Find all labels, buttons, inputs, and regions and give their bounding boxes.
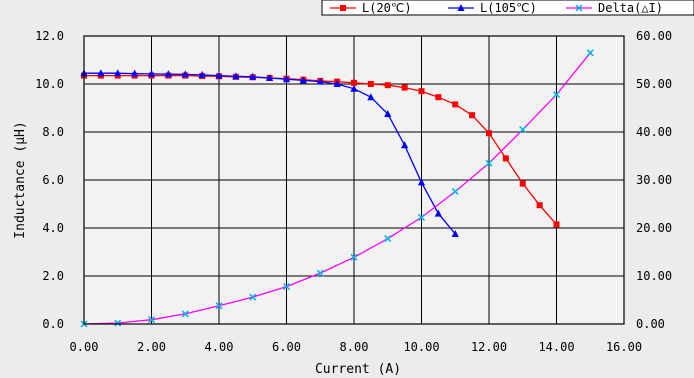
x-tick-label: 6.00 xyxy=(272,340,301,354)
data-point xyxy=(434,209,442,217)
data-point xyxy=(502,155,509,162)
x-tick-label: 2.00 xyxy=(137,340,166,354)
series-line xyxy=(83,52,591,325)
data-point xyxy=(367,93,375,101)
y-left-tick-label: 4.0 xyxy=(42,221,64,235)
data-point xyxy=(586,49,594,57)
data-point xyxy=(215,71,223,79)
legend-entry: L(105℃) xyxy=(480,1,537,15)
data-point xyxy=(384,110,392,117)
data-point xyxy=(418,88,425,95)
data-point xyxy=(351,79,357,86)
data-point xyxy=(519,126,527,134)
axes: 0.00 2.00 4.00 6.00 8.00 10.00 12.00 14.00 16.00… xyxy=(35,29,672,354)
data-point xyxy=(249,293,257,301)
data-point xyxy=(536,202,543,209)
data-point xyxy=(486,130,492,137)
data-point xyxy=(401,141,409,149)
legend-marker xyxy=(340,5,346,11)
x-tick-label: 4.00 xyxy=(205,340,234,354)
legend-entry: L(20℃) xyxy=(362,1,412,15)
y-axis-title: Inductance (μH) xyxy=(13,121,28,238)
data-point xyxy=(417,213,426,221)
series-layer xyxy=(80,49,594,328)
data-point xyxy=(282,283,291,291)
data-point xyxy=(198,70,206,78)
plot-frame xyxy=(83,35,625,325)
data-point xyxy=(97,69,105,77)
y-right-tick-label: 20.00 xyxy=(636,221,672,235)
legend: L(20℃) L(105℃) Delta(△I) xyxy=(321,0,694,16)
data-point xyxy=(451,230,459,237)
data-point xyxy=(350,253,358,261)
y-right-tick-label: 50.00 xyxy=(636,77,672,91)
y-left-tick-label: 8.0 xyxy=(42,125,64,139)
data-point xyxy=(266,74,274,81)
y-left-tick-label: 12.0 xyxy=(35,29,64,43)
x-tick-label: 10.00 xyxy=(403,340,439,354)
y-left-tick-label: 6.0 xyxy=(42,173,64,187)
data-point xyxy=(333,80,341,87)
data-point xyxy=(147,316,156,324)
grid xyxy=(84,36,624,324)
x-tick-label: 12.00 xyxy=(471,340,507,354)
data-point xyxy=(147,69,156,77)
data-point xyxy=(316,269,324,277)
series-1 xyxy=(80,69,459,237)
data-point xyxy=(469,112,476,119)
y-left-tick-label: 2.0 xyxy=(42,269,64,283)
data-point xyxy=(417,178,426,186)
data-point xyxy=(232,72,240,80)
data-point xyxy=(553,221,560,228)
data-point xyxy=(164,70,172,78)
y-right-tick-label: 0.00 xyxy=(636,317,665,331)
legend-marker xyxy=(575,4,583,12)
data-point xyxy=(367,81,374,87)
data-point xyxy=(114,319,122,327)
data-point xyxy=(299,76,307,84)
x-tick-label: 14.00 xyxy=(538,340,574,354)
data-point xyxy=(114,69,122,77)
data-point xyxy=(519,180,526,187)
y-right-tick-label: 40.00 xyxy=(636,125,672,139)
data-point xyxy=(181,310,189,318)
legend-entry: Delta(△I) xyxy=(598,1,663,15)
legend-marker xyxy=(457,4,465,11)
x-axis-title: Current (A) xyxy=(315,362,401,377)
y-right-tick-label: 30.00 xyxy=(636,173,672,187)
y-right-tick-label: 10.00 xyxy=(636,269,672,283)
data-point xyxy=(451,187,459,196)
data-point xyxy=(316,77,324,85)
y-right-tick-label: 60.00 xyxy=(636,29,672,43)
data-point xyxy=(131,69,139,77)
series-2 xyxy=(80,49,594,328)
y-left-tick-label: 0.0 xyxy=(42,317,64,331)
x-tick-label: 8.00 xyxy=(340,340,369,354)
legend-box xyxy=(321,0,694,16)
data-point xyxy=(215,302,223,310)
data-point xyxy=(485,159,493,167)
x-tick-label: 0.00 xyxy=(70,340,99,354)
data-point xyxy=(249,72,257,80)
data-point xyxy=(350,84,358,92)
data-point xyxy=(435,94,442,101)
data-point xyxy=(282,75,291,83)
data-point xyxy=(552,91,561,99)
data-point xyxy=(181,70,189,78)
x-tick-label: 16.00 xyxy=(606,340,642,354)
data-point xyxy=(384,82,391,89)
data-point xyxy=(452,101,459,108)
y-left-tick-label: 10.0 xyxy=(35,77,64,91)
data-point xyxy=(384,235,392,243)
data-point xyxy=(401,84,408,91)
